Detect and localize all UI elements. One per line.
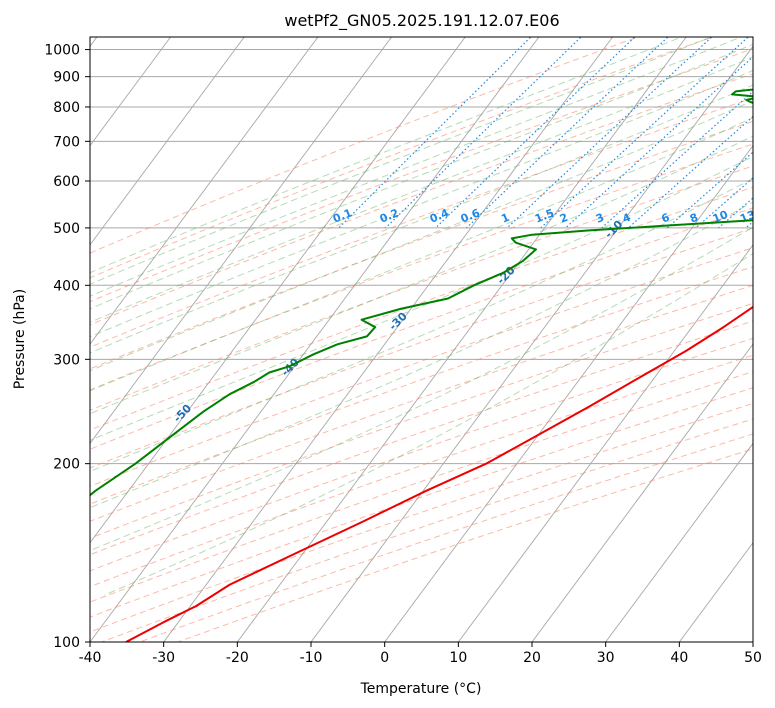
mixing-ratio-label: 4 — [621, 211, 633, 226]
isotherm-line — [752, 641, 753, 642]
mixing-ratio-line — [601, 90, 753, 229]
mixing-ratio-label: 13 — [738, 208, 757, 226]
mixing-ratio-line — [385, 37, 582, 229]
dry-adiabat-line — [90, 337, 753, 572]
dry-adiabat-line — [90, 143, 753, 391]
x-tick-label: 10 — [449, 650, 467, 666]
isotherm-label: -30 — [387, 310, 410, 333]
dry-adiabat-line — [90, 207, 753, 450]
x-tick-label: -30 — [152, 650, 175, 666]
isotherm-line — [90, 37, 245, 246]
background-lines: 0.10.20.40.611.52346810131620253036-100-… — [90, 35, 775, 642]
mixing-ratio-line — [768, 35, 775, 228]
y-tick-label: 800 — [53, 100, 80, 116]
y-tick-label: 1000 — [44, 43, 80, 59]
moist-adiabat-line — [90, 37, 743, 297]
moist-adiabat-line — [90, 69, 753, 338]
x-tick-label: 40 — [670, 650, 688, 666]
mixing-ratio-line — [435, 37, 636, 229]
x-tick-label: 50 — [744, 650, 762, 666]
moist-adiabat-line — [90, 155, 753, 441]
dry-adiabat-line — [90, 186, 753, 431]
y-tick-label: 500 — [53, 221, 80, 237]
dry-adiabat-line — [90, 247, 753, 487]
mixing-ratio-line — [627, 115, 753, 229]
x-axis-label: Temperature (°C) — [360, 681, 482, 697]
mixing-ratio-line — [466, 37, 669, 229]
moist-adiabat-line — [90, 37, 713, 285]
isotherm-line — [163, 37, 614, 642]
moist-adiabat-line — [90, 177, 753, 472]
x-tick-label: -10 — [300, 650, 323, 666]
y-tick-label: 200 — [53, 457, 80, 473]
y-tick-label: 100 — [53, 635, 80, 651]
plot-area: 0.10.20.40.611.52346810131620253036-100-… — [44, 35, 775, 666]
y-tick-label: 300 — [53, 352, 80, 368]
y-tick-label: 400 — [53, 278, 80, 294]
dry-adiabat-line — [90, 120, 753, 370]
isotherm-line — [678, 541, 753, 642]
mixing-ratio-label: 16 — [760, 208, 775, 226]
x-tick-label: -20 — [226, 650, 249, 666]
temperature-trace — [125, 305, 753, 642]
isotherm-line — [90, 37, 319, 345]
mixing-ratio-label: 6 — [660, 211, 672, 226]
dry-adiabat-line — [90, 284, 753, 522]
moist-adiabat-line — [90, 84, 753, 354]
dewpoint-trace — [90, 88, 753, 497]
dry-adiabat-line — [90, 37, 640, 254]
y-axis-label: Pressure (hPa) — [12, 289, 28, 389]
isotherm-line — [384, 144, 753, 642]
dry-adiabat-line — [90, 37, 714, 279]
moist-adiabat-line — [90, 135, 753, 415]
mixing-ratio-line — [338, 37, 532, 229]
mixing-ratio-label: 1 — [499, 211, 511, 226]
isotherm-line — [531, 343, 753, 642]
isotherm-line — [457, 244, 753, 642]
dry-adiabat-line — [101, 418, 753, 642]
dry-adiabat-line — [90, 320, 753, 556]
moist-adiabat-line — [90, 43, 753, 310]
dry-adiabat-line — [90, 302, 753, 539]
moist-adiabat-line — [90, 117, 753, 392]
isotherm-line — [90, 37, 172, 147]
mixing-ratio-line — [565, 56, 753, 229]
isotherm-line — [90, 37, 466, 544]
dry-adiabat-line — [90, 227, 753, 469]
moist-adiabat-line — [90, 37, 684, 274]
mixing-ratio-label: 0.6 — [459, 206, 482, 225]
x-tick-label: 30 — [597, 650, 615, 666]
mixing-ratio-label: 2 — [558, 211, 570, 226]
mixing-ratio-line — [745, 221, 753, 229]
mixing-ratio-line — [718, 197, 753, 229]
isotherm-line — [236, 37, 687, 642]
y-tick-label: 900 — [53, 70, 80, 86]
dry-adiabat-line — [90, 354, 753, 588]
mixing-ratio-label: 0.2 — [378, 206, 401, 225]
dry-adiabat-line — [90, 402, 753, 633]
dry-adiabat-line — [90, 371, 753, 603]
y-tick-label: 600 — [53, 174, 80, 190]
dry-adiabat-line — [90, 266, 753, 505]
plot-frame — [89, 36, 754, 643]
mixing-ratio-label: 8 — [688, 211, 700, 226]
dry-adiabat-line — [90, 73, 753, 326]
mixing-ratio-label: 1.5 — [533, 206, 556, 225]
dry-adiabat-line — [90, 97, 753, 348]
chart-title: wetPf2_GN05.2025.191.12.07.E06 — [284, 11, 559, 31]
dry-adiabat-line — [139, 433, 753, 642]
mixing-ratio-label: 3 — [594, 211, 606, 226]
x-tick-label: -40 — [79, 650, 102, 666]
dry-adiabat-line — [90, 48, 753, 303]
isotherm-line — [90, 37, 393, 445]
dry-adiabat-line — [90, 165, 753, 411]
isotherm-line — [90, 37, 540, 642]
x-tick-label: 20 — [523, 650, 541, 666]
mixing-ratio-line — [695, 177, 753, 229]
mixing-ratio-line — [540, 37, 750, 229]
isotherm-line — [605, 442, 753, 642]
x-tick-label: 0 — [380, 650, 389, 666]
y-tick-label: 700 — [53, 134, 80, 150]
